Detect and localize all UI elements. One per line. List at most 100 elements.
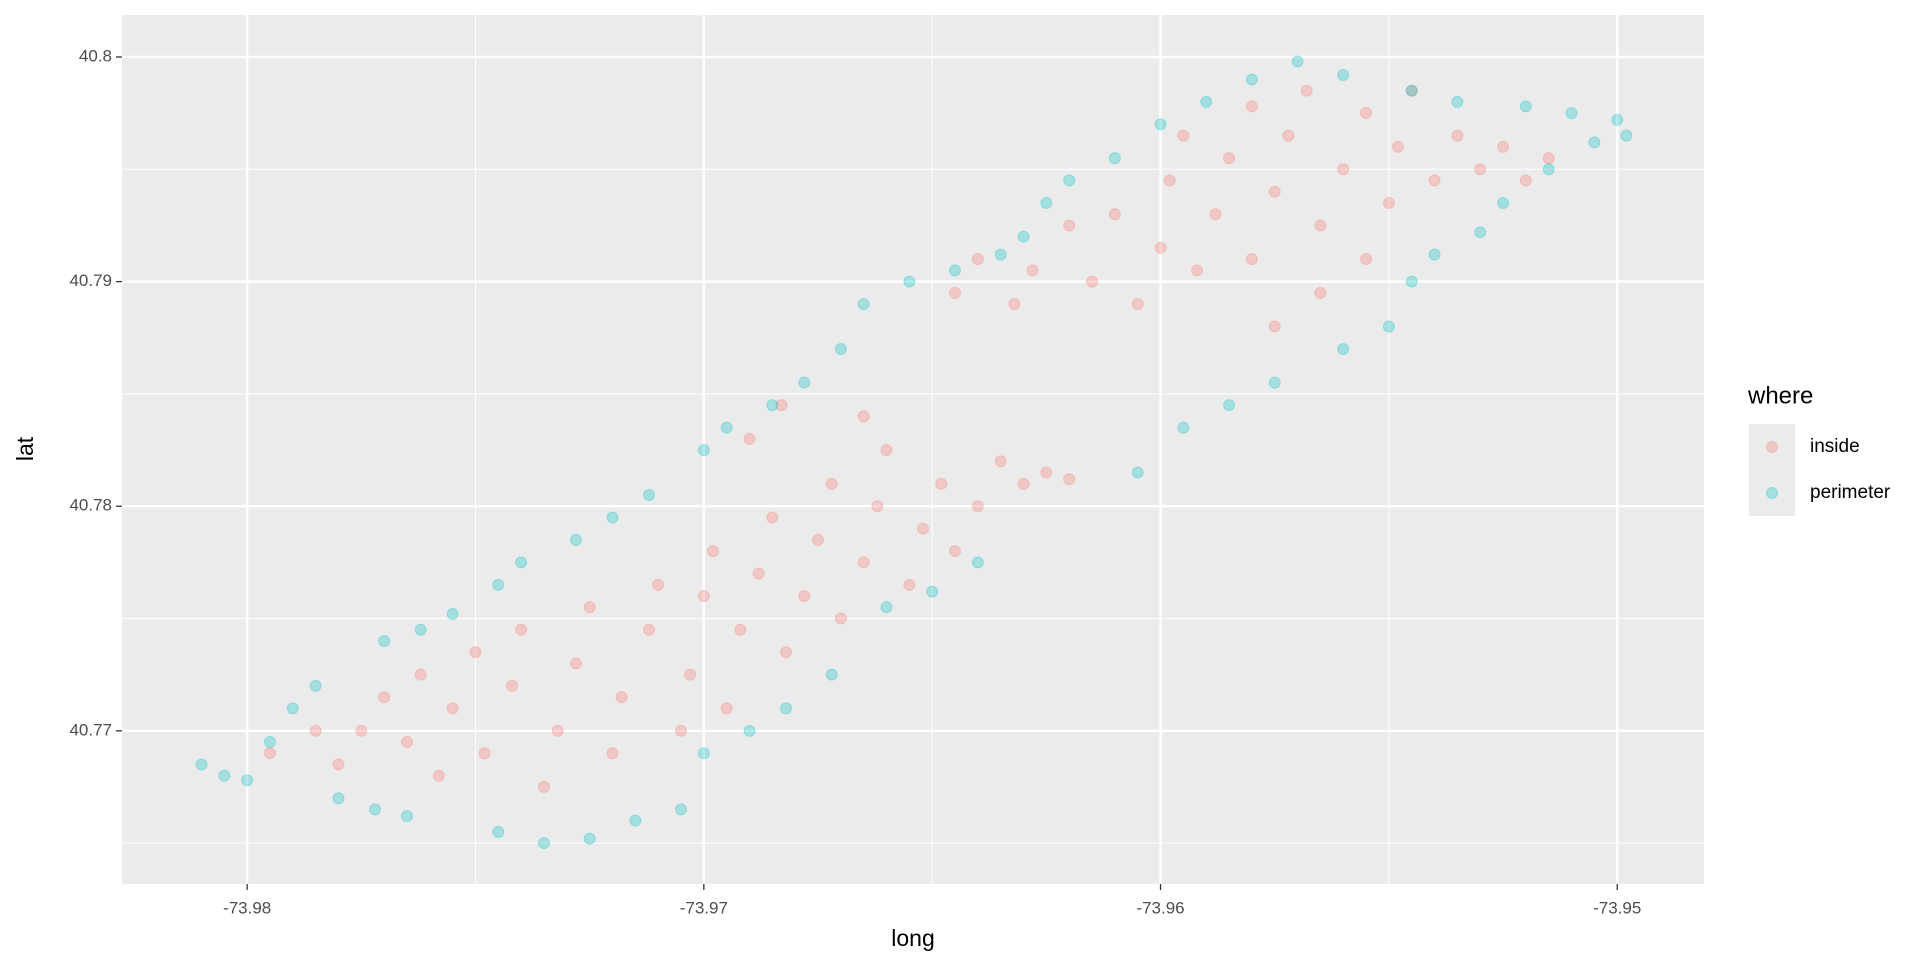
point bbox=[1040, 196, 1053, 209]
point bbox=[1086, 275, 1099, 288]
point bbox=[446, 702, 459, 715]
y-tick-label: 40.77 bbox=[69, 720, 112, 739]
point bbox=[949, 545, 962, 558]
point bbox=[1405, 84, 1418, 97]
point bbox=[880, 444, 893, 457]
point bbox=[743, 724, 756, 737]
point bbox=[643, 623, 656, 636]
point bbox=[332, 758, 345, 771]
point bbox=[1611, 113, 1624, 126]
point bbox=[615, 691, 628, 704]
point bbox=[414, 668, 427, 681]
point bbox=[446, 608, 459, 621]
point bbox=[812, 533, 825, 546]
point bbox=[309, 724, 322, 737]
point bbox=[1163, 174, 1176, 187]
point bbox=[706, 545, 719, 558]
point bbox=[1223, 152, 1236, 165]
point bbox=[857, 298, 870, 311]
point bbox=[1063, 219, 1076, 232]
point bbox=[1177, 129, 1190, 142]
point bbox=[1245, 253, 1258, 266]
point bbox=[971, 556, 984, 569]
point bbox=[1451, 129, 1464, 142]
legend-key bbox=[1749, 424, 1795, 470]
point bbox=[606, 747, 619, 760]
point bbox=[1017, 477, 1030, 490]
point bbox=[400, 736, 413, 749]
legend-label: perimeter bbox=[1810, 482, 1891, 503]
point bbox=[1620, 129, 1633, 142]
point bbox=[218, 769, 231, 782]
point bbox=[1314, 286, 1327, 299]
point bbox=[1474, 226, 1487, 239]
point bbox=[1392, 140, 1405, 153]
x-tick-label: -73.98 bbox=[223, 898, 271, 917]
point bbox=[720, 702, 733, 715]
point bbox=[1474, 163, 1487, 176]
point bbox=[1519, 100, 1532, 113]
point bbox=[780, 646, 793, 659]
point bbox=[734, 623, 747, 636]
point bbox=[583, 601, 596, 614]
point bbox=[1245, 73, 1258, 86]
point bbox=[798, 376, 811, 389]
y-tick-label: 40.78 bbox=[69, 496, 112, 515]
point bbox=[195, 758, 208, 771]
point bbox=[652, 578, 665, 591]
point bbox=[1542, 163, 1555, 176]
point bbox=[1017, 230, 1030, 243]
point bbox=[917, 522, 930, 535]
point bbox=[263, 747, 276, 760]
point bbox=[469, 646, 482, 659]
point bbox=[743, 432, 756, 445]
x-tick-label: -73.95 bbox=[1593, 898, 1641, 917]
point bbox=[871, 500, 884, 513]
point bbox=[515, 623, 528, 636]
point bbox=[537, 837, 550, 850]
point bbox=[1191, 264, 1204, 277]
point bbox=[834, 612, 847, 625]
point bbox=[478, 747, 491, 760]
point bbox=[1177, 421, 1190, 434]
point bbox=[1360, 253, 1373, 266]
point bbox=[994, 248, 1007, 261]
point bbox=[834, 342, 847, 355]
point bbox=[1382, 320, 1395, 333]
point bbox=[1382, 196, 1395, 209]
point bbox=[720, 421, 733, 434]
point bbox=[935, 477, 948, 490]
point bbox=[569, 657, 582, 670]
point bbox=[1008, 298, 1021, 311]
legend-label: inside bbox=[1810, 436, 1860, 457]
point bbox=[1565, 107, 1578, 120]
point bbox=[766, 399, 779, 412]
point bbox=[1337, 163, 1350, 176]
panel-background bbox=[122, 15, 1704, 884]
point bbox=[1360, 107, 1373, 120]
legend-symbol bbox=[1766, 487, 1778, 499]
point bbox=[378, 634, 391, 647]
x-axis-title: long bbox=[891, 925, 934, 951]
point bbox=[1314, 219, 1327, 232]
x-tick-label: -73.96 bbox=[1136, 898, 1184, 917]
point bbox=[537, 780, 550, 793]
point bbox=[369, 803, 382, 816]
point bbox=[1542, 152, 1555, 165]
point bbox=[949, 286, 962, 299]
point bbox=[1405, 275, 1418, 288]
point bbox=[880, 601, 893, 614]
point bbox=[903, 578, 916, 591]
legend-symbol bbox=[1766, 441, 1778, 453]
point bbox=[309, 679, 322, 692]
point bbox=[949, 264, 962, 277]
y-axis-title: lat bbox=[12, 436, 38, 461]
point bbox=[241, 774, 254, 787]
point bbox=[1268, 185, 1281, 198]
point bbox=[825, 668, 838, 681]
point bbox=[697, 590, 710, 603]
point bbox=[1154, 118, 1167, 131]
point bbox=[971, 253, 984, 266]
point bbox=[1291, 55, 1304, 68]
